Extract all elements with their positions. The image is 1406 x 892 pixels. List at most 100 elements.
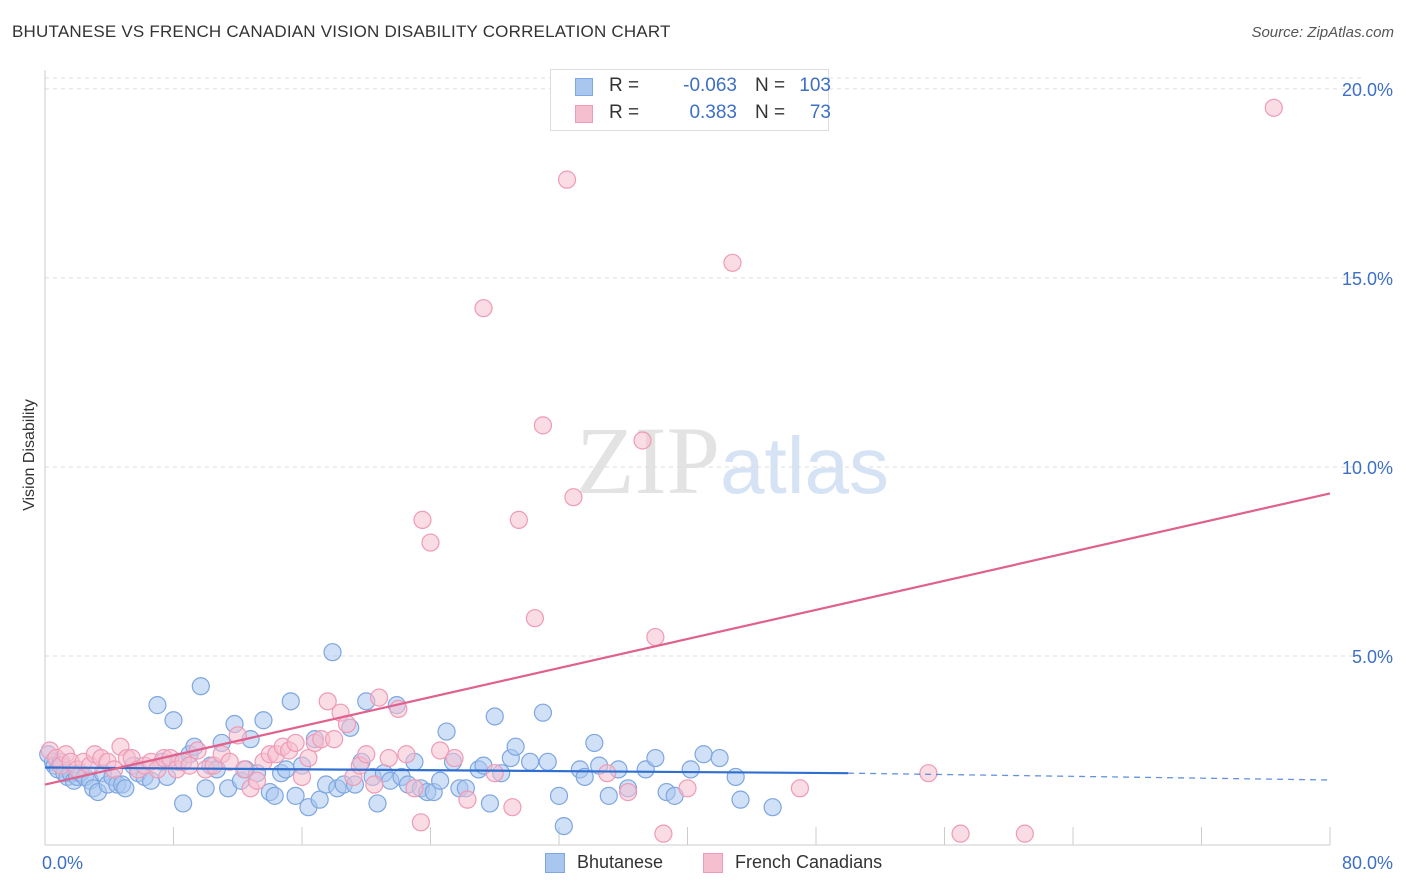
bhutanese-point xyxy=(694,745,713,764)
bhutanese-point xyxy=(763,798,782,817)
gridlines xyxy=(45,77,1365,657)
bhutanese-point xyxy=(506,737,525,756)
y-tick-label: 10.0% xyxy=(1342,458,1393,478)
french-canadian-point xyxy=(411,813,430,832)
french-canadian-point xyxy=(533,416,553,435)
french-canadian-point xyxy=(951,824,970,843)
bhutanese-point xyxy=(710,748,729,768)
legend-r-value: 0.383 xyxy=(689,102,737,123)
x-tick-label: 0.0% xyxy=(42,853,83,873)
french-canadian-point xyxy=(1264,98,1283,117)
legend-n-label: N = xyxy=(755,75,786,96)
legend-r-label: R = xyxy=(609,75,640,96)
french-canadian-point xyxy=(790,779,810,798)
french-canadian-point xyxy=(318,692,337,711)
french-canadian-point xyxy=(180,756,199,775)
source-credit: Source: ZipAtlas.com xyxy=(1251,24,1394,41)
bhutanese-point xyxy=(281,692,300,711)
bhutanese-point xyxy=(174,794,193,813)
bhutanese-point xyxy=(480,794,500,813)
y-tick-label: 5.0% xyxy=(1352,647,1393,667)
french-canadian-point xyxy=(220,752,239,771)
french-canadian-points xyxy=(40,98,1283,843)
bhutanese-point xyxy=(533,703,553,722)
stats-legend: R = -0.063 N = 103 R = 0.383 N = 73 xyxy=(550,69,831,131)
legend-swatch-blue xyxy=(575,78,593,96)
legend-n-value: 73 xyxy=(809,102,831,123)
french-canadian-point xyxy=(557,170,577,189)
bhutanese-point xyxy=(310,790,329,809)
bhutanese-point xyxy=(116,779,135,798)
french-canadian-point xyxy=(431,741,450,760)
french-canadian-point xyxy=(445,748,464,768)
bhutanese-point xyxy=(485,707,504,726)
legend-swatch-pink xyxy=(575,105,593,123)
french-canadian-point xyxy=(405,779,424,798)
bhutanese-trend-line xyxy=(44,766,849,775)
french-canadian-point xyxy=(919,764,938,783)
french-canadian-point xyxy=(379,748,398,768)
bhutanese-point xyxy=(437,722,456,741)
legend-r-label: R = xyxy=(609,102,640,123)
x-tick-label: 80.0% xyxy=(1342,853,1393,873)
bhutanese-point xyxy=(575,767,594,787)
french-canadian-point xyxy=(474,299,493,318)
y-tick-label: 20.0% xyxy=(1342,80,1393,100)
bhutanese-point xyxy=(520,752,540,771)
french-canadian-point xyxy=(618,782,638,802)
legend-n-value: 103 xyxy=(799,75,831,96)
watermark-atlas: atlas xyxy=(720,421,889,510)
french-canadian-point xyxy=(485,764,504,783)
french-canadian-point xyxy=(723,253,742,272)
french-canadian-point xyxy=(397,745,416,764)
bhutanese-point xyxy=(554,816,573,836)
bhutanese-points xyxy=(39,643,782,836)
trend-lines xyxy=(44,492,1331,786)
chart-title: BHUTANESE VS FRENCH CANADIAN VISION DISA… xyxy=(12,22,671,41)
french-canadian-point xyxy=(413,510,432,529)
french-canadian-point xyxy=(292,767,312,787)
french-canadian-point xyxy=(598,764,617,783)
tick-labels: 5.0% 10.0% 15.0% 20.0% 0.0% 80.0% xyxy=(42,80,1393,873)
bhutanese-point xyxy=(148,696,167,715)
bhutanese-point xyxy=(538,752,557,771)
french-canadian-point xyxy=(370,688,389,707)
french-canadian-point xyxy=(421,533,440,552)
french-canadian-point xyxy=(286,733,305,753)
bhutanese-point xyxy=(191,677,210,696)
french-canadian-point xyxy=(564,488,583,507)
legend-n-label: N = xyxy=(755,102,786,123)
bhutanese-point xyxy=(726,767,745,787)
french-canadian-point xyxy=(357,745,376,764)
french-canadian-point xyxy=(503,798,522,817)
bhutanese-point xyxy=(196,779,215,798)
axes xyxy=(44,70,1331,846)
bhutanese-point xyxy=(431,771,450,790)
watermark-zip: ZIP xyxy=(576,407,720,514)
bhutanese-trend-extension xyxy=(848,772,1331,781)
french-canadian-point xyxy=(299,748,318,768)
bhutanese-point xyxy=(549,786,569,805)
bhutanese-point xyxy=(265,786,284,805)
y-tick-label: 15.0% xyxy=(1342,269,1393,289)
bhutanese-point xyxy=(323,643,342,662)
french-canadian-point xyxy=(247,771,267,790)
bhutanese-point xyxy=(254,711,273,730)
french-canadian-point xyxy=(365,775,384,794)
bhutanese-point xyxy=(681,760,700,779)
french-canadian-trend-line xyxy=(44,492,1331,786)
french-canadian-point xyxy=(646,627,665,647)
bhutanese-point xyxy=(286,786,305,805)
french-canadian-point xyxy=(525,609,545,628)
french-canadian-point xyxy=(458,790,477,809)
bhutanese-point xyxy=(164,711,183,730)
legend-swatch-pink xyxy=(703,853,723,873)
bhutanese-point xyxy=(646,748,665,768)
bhutanese-point xyxy=(731,790,750,809)
legend-r-value: -0.063 xyxy=(683,75,737,96)
legend-label-french-canadians: French Canadians xyxy=(735,852,883,872)
bhutanese-point xyxy=(585,733,604,753)
french-canadian-point xyxy=(633,431,652,450)
french-canadian-point xyxy=(325,730,344,749)
